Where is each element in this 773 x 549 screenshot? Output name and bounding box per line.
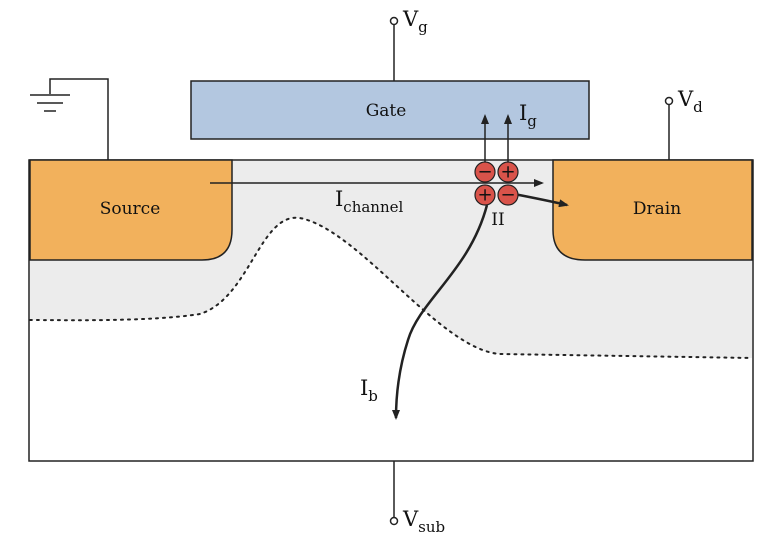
gate-current-label: Ig	[519, 101, 537, 130]
carrier-sign: −	[477, 162, 492, 183]
carrier-sign: +	[500, 162, 515, 183]
carrier-electron-top-left: −	[474, 161, 496, 183]
drain-voltage-label: Vd	[677, 87, 703, 116]
impact-ionization-label: II	[491, 210, 504, 230]
carrier-sign: +	[477, 185, 492, 206]
substrate-voltage-label: Vsub	[402, 507, 445, 536]
ground-symbol	[30, 78, 109, 160]
carrier-hole-bottom-left: +	[474, 184, 496, 206]
drain-terminal	[664, 96, 674, 160]
carrier-electron-bottom-right: −	[497, 184, 519, 206]
source-region	[29, 159, 233, 261]
gate-label: Gate	[366, 101, 407, 121]
drain-region	[552, 159, 753, 261]
bulk-current-label: Ib	[360, 376, 378, 405]
gate-terminal	[389, 16, 399, 81]
gate-voltage-label: Vg	[402, 7, 428, 36]
depletion-boundary	[29, 216, 753, 359]
substrate-terminal	[389, 461, 399, 526]
bulk-current-arrow	[392, 204, 489, 420]
gate-electrode	[190, 80, 590, 140]
source-label: Source	[100, 199, 161, 219]
channel-current-label: Ichannel	[335, 187, 403, 216]
drain-label: Drain	[633, 199, 681, 219]
carrier-hole-top-right: +	[497, 161, 519, 183]
carrier-sign: −	[500, 185, 515, 206]
electron-drain-arrow	[513, 192, 569, 208]
